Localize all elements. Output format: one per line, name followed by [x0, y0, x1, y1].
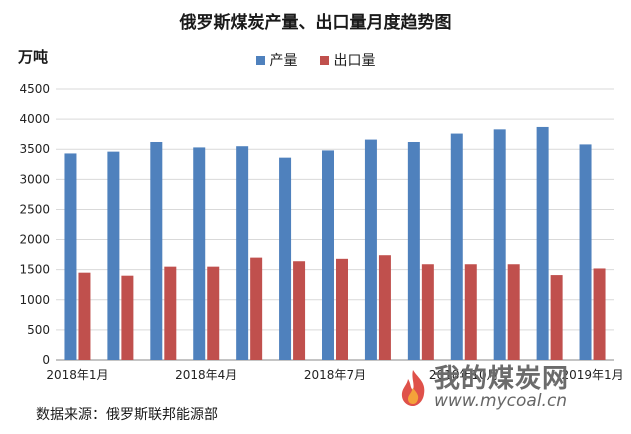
bar-export: [421, 264, 434, 360]
bar-production: [493, 129, 506, 360]
site-watermark: 我的煤炭网 www.mycoal.cn: [396, 366, 569, 410]
bar-production: [64, 153, 77, 360]
x-tick-label: 2018年10月: [429, 368, 499, 382]
bar-export: [336, 258, 348, 360]
bar-production: [150, 141, 163, 360]
y-tick-label: 1500: [19, 263, 50, 277]
bar-production: [107, 151, 120, 360]
bar-production: [322, 150, 334, 360]
y-tick-label: 4000: [19, 112, 50, 126]
y-tick-label: 0: [42, 353, 50, 367]
bar-production: [579, 144, 592, 360]
watermark-url: www.mycoal.cn: [434, 391, 568, 411]
y-tick-label: 2500: [19, 202, 50, 216]
x-tick-label: 2018年7月: [304, 368, 366, 382]
legend-item-export: 出口量: [319, 50, 376, 70]
y-axis-unit: 万吨: [18, 48, 49, 66]
x-tick-label: 2018年1月: [46, 368, 108, 382]
legend-item-production: 产量: [255, 50, 298, 70]
bar-production: [193, 147, 206, 360]
y-tick-label: 1000: [19, 293, 50, 307]
bar-production: [450, 133, 463, 360]
bar-export: [550, 275, 563, 360]
legend-swatch-export: [319, 55, 329, 65]
x-tick-label: 2018年4月: [175, 368, 237, 382]
bar-export: [207, 266, 220, 360]
bar-production: [407, 141, 420, 360]
y-tick-label: 3000: [19, 172, 50, 186]
bar-export: [293, 261, 306, 360]
y-tick-label: 500: [27, 323, 50, 337]
bar-production: [364, 139, 377, 360]
watermark-site-name: 我的煤炭网: [434, 364, 570, 394]
bar-production: [536, 126, 549, 360]
chart-title: 俄罗斯煤炭产量、出口量月度趋势图: [179, 13, 452, 33]
legend: 产量 出口量: [0, 50, 631, 70]
legend-label-production: 产量: [269, 53, 298, 69]
bar-export: [464, 264, 477, 360]
legend-swatch-production: [255, 55, 265, 65]
bar-production: [236, 146, 249, 360]
bar-export: [507, 264, 520, 360]
bar-export: [164, 266, 177, 360]
x-tick-label: 2019年1月: [561, 368, 623, 382]
bar-export: [378, 255, 391, 360]
y-tick-label: 4500: [19, 82, 50, 96]
y-tick-label: 2000: [19, 233, 50, 247]
bar-production: [279, 157, 292, 360]
flame-logo-icon: [401, 370, 425, 406]
data-source-note: 数据来源：俄罗斯联邦能源部: [36, 407, 218, 423]
bar-export: [121, 275, 134, 360]
bar-export: [78, 272, 91, 360]
y-tick-label: 3500: [19, 142, 50, 156]
bar-export: [250, 257, 263, 360]
legend-label-export: 出口量: [333, 53, 376, 69]
bar-export: [593, 268, 606, 360]
